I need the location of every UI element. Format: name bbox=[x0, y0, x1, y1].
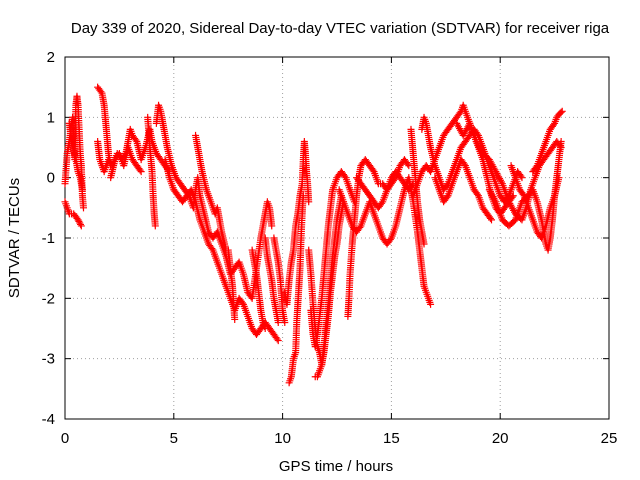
data-point bbox=[274, 318, 282, 326]
data-point bbox=[427, 300, 435, 308]
data-point bbox=[378, 199, 386, 207]
x-tick-label: 25 bbox=[601, 430, 618, 447]
data-point bbox=[77, 222, 85, 230]
data-point bbox=[369, 166, 377, 174]
y-axis: -4 -3 -2 -1 0 1 2 bbox=[42, 49, 609, 428]
x-tick-label: 10 bbox=[274, 430, 291, 447]
y-axis-label: SDTVAR / TECUs bbox=[6, 178, 23, 298]
data-point bbox=[97, 88, 105, 96]
x-tick-label: 0 bbox=[61, 430, 69, 447]
data-point bbox=[261, 325, 269, 332]
y-tick-label: 0 bbox=[47, 170, 55, 187]
data-point bbox=[151, 222, 159, 230]
data-point bbox=[473, 190, 481, 198]
data-point bbox=[519, 190, 527, 198]
data-point bbox=[208, 245, 216, 253]
data-point bbox=[557, 108, 565, 116]
y-tick-label: -3 bbox=[42, 351, 55, 368]
data-point bbox=[491, 196, 499, 204]
data-point bbox=[238, 299, 246, 307]
y-tick-label: -2 bbox=[42, 290, 55, 307]
data-point bbox=[557, 137, 565, 145]
data-point bbox=[487, 216, 495, 224]
data-point bbox=[137, 168, 145, 176]
data-point bbox=[386, 236, 394, 244]
data-point bbox=[456, 109, 464, 117]
data-point bbox=[497, 178, 505, 186]
data-point bbox=[356, 223, 364, 231]
data-point bbox=[76, 219, 84, 227]
y-tick-label: -4 bbox=[42, 411, 55, 428]
x-tick-label: 20 bbox=[492, 430, 509, 447]
data-point bbox=[443, 193, 451, 201]
y-tick-label: 2 bbox=[47, 49, 55, 66]
data-points bbox=[61, 83, 566, 387]
data-point bbox=[558, 107, 566, 115]
data-point bbox=[74, 216, 82, 224]
data-point bbox=[299, 192, 307, 200]
data-point bbox=[555, 174, 563, 182]
data-point bbox=[136, 166, 144, 174]
data-point bbox=[404, 160, 412, 168]
data-point bbox=[231, 315, 239, 323]
data-point bbox=[268, 222, 276, 230]
data-point bbox=[420, 240, 428, 248]
data-point bbox=[532, 163, 540, 171]
data-point bbox=[281, 318, 289, 326]
x-tick-label: 5 bbox=[170, 430, 178, 447]
data-point bbox=[518, 174, 526, 182]
x-axis-label: GPS time / hours bbox=[279, 458, 393, 475]
data-point bbox=[77, 220, 85, 228]
data-point bbox=[78, 186, 86, 194]
chart-title: Day 339 of 2020, Sidereal Day-to-day VTE… bbox=[71, 20, 610, 37]
data-point bbox=[517, 172, 525, 180]
x-axis: 0 5 10 15 20 25 bbox=[61, 57, 618, 447]
data-point bbox=[273, 335, 281, 343]
y-tick-label: 1 bbox=[47, 109, 55, 126]
data-point bbox=[132, 136, 140, 144]
x-tick-label: 15 bbox=[383, 430, 400, 447]
data-point bbox=[486, 214, 494, 222]
y-tick-label: -1 bbox=[42, 230, 55, 247]
data-point bbox=[75, 217, 83, 225]
data-point bbox=[274, 337, 282, 345]
data-point bbox=[341, 172, 349, 180]
data-point bbox=[460, 160, 468, 168]
data-point bbox=[509, 192, 517, 200]
data-point bbox=[550, 121, 558, 129]
data-point bbox=[79, 204, 87, 212]
